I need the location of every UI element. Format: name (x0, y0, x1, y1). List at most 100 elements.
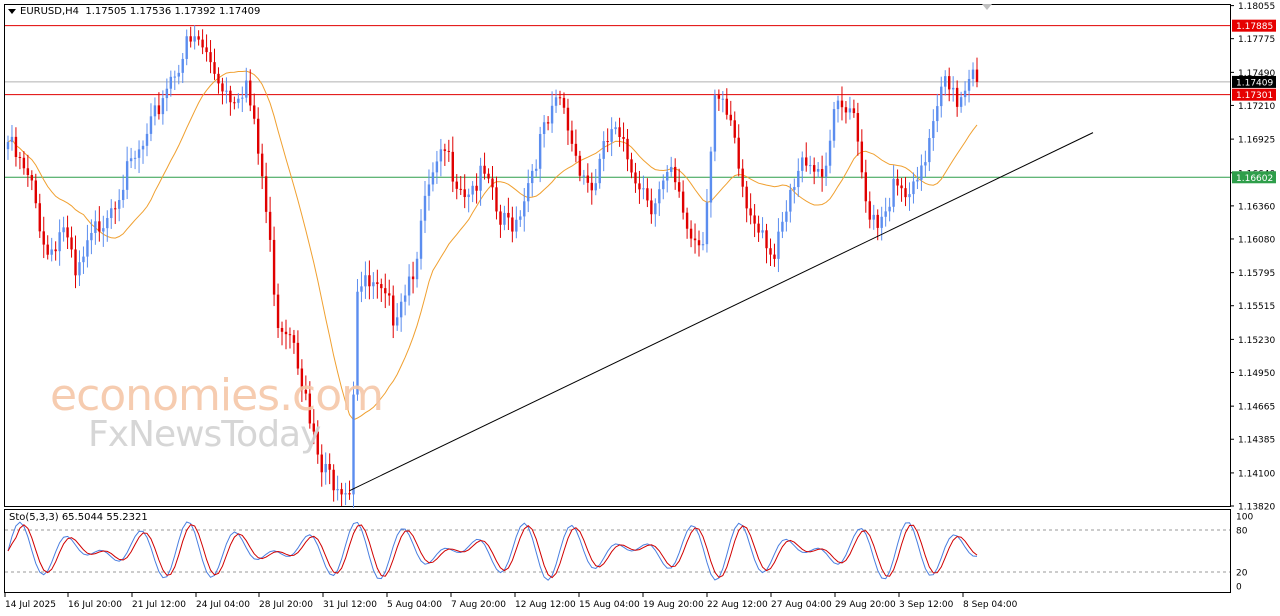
candle-body (98, 221, 101, 232)
candle-body (372, 282, 375, 287)
candle-body (769, 248, 772, 255)
candle-body (920, 165, 923, 180)
candle-body (312, 423, 315, 432)
candle-body (908, 194, 911, 198)
candle-body (713, 95, 717, 152)
candle-body (578, 155, 582, 176)
candle-body (233, 102, 236, 104)
trendline[interactable] (349, 132, 1094, 492)
candle-body (384, 288, 387, 294)
candle-body (320, 454, 323, 473)
candle-body (777, 231, 780, 259)
candle-body (689, 228, 693, 239)
candle-body (888, 206, 891, 212)
candle-body (511, 217, 514, 232)
candle-body (376, 282, 379, 285)
time-tick-label: 12 Aug 12:00 (515, 600, 576, 610)
candle-body (380, 284, 383, 289)
candle-body (610, 129, 613, 142)
candle-body (181, 58, 184, 73)
time-tick-label: 27 Aug 04:00 (771, 600, 832, 610)
candle-body (70, 237, 73, 250)
symbol-label: EURUSD,H4 (20, 6, 80, 17)
candle-body (129, 158, 133, 162)
time-axis[interactable]: 14 Jul 2025 16 Jul 20:00 21 Jul 12:00 24 Ju… (4, 593, 1018, 610)
ohlc-values: 1.17505 1.17536 1.17392 1.17409 (85, 6, 261, 17)
candle-body (618, 127, 621, 138)
candle-body (924, 162, 927, 166)
candle-body (292, 335, 296, 343)
dropdown-triangle-icon[interactable] (8, 8, 16, 14)
candle-body (121, 189, 125, 201)
candle-body (169, 76, 173, 89)
shift-marker-icon[interactable] (982, 4, 992, 10)
candle-body (558, 97, 562, 99)
candle-body (566, 107, 570, 131)
candle-body (165, 88, 169, 99)
time-tick-label: 5 Aug 04:00 (387, 600, 442, 610)
candle-body (487, 173, 490, 179)
candle-body (844, 107, 848, 113)
time-tick-label: 31 Jul 12:00 (323, 600, 377, 610)
candle-body (102, 228, 105, 232)
candle-body (399, 301, 403, 318)
price-axis[interactable]: 1.18055 1.17775 1.17490 1.17210 1.16925 1.166… (1230, 2, 1276, 513)
chart-header[interactable]: EURUSD,H4 1.17505 1.17536 1.17392 1.1740… (8, 6, 260, 17)
candle-body (62, 227, 65, 233)
candle-body (217, 73, 220, 84)
price-tick-label: 1.15795 (1238, 269, 1275, 279)
candle-body (944, 76, 947, 87)
price-tick-label: 1.14385 (1238, 436, 1275, 446)
candle-body (268, 211, 272, 240)
candle-body (58, 232, 61, 252)
price-pane-frame (4, 4, 1231, 507)
time-tick-label: 29 Aug 20:00 (835, 600, 896, 610)
price-tag-label: 1.17409 (1236, 78, 1273, 88)
price-tick-label: 1.13820 (1238, 503, 1275, 513)
time-tick-label: 14 Jul 2025 (5, 600, 56, 610)
candle-body (34, 180, 37, 204)
candle-body (785, 211, 788, 222)
horizontal-levels[interactable] (5, 25, 1230, 178)
candle-body (876, 214, 879, 228)
candle-body (499, 211, 502, 225)
stoch-pane-frame (4, 509, 1231, 593)
candle-body (650, 200, 653, 215)
ma-line (7, 70, 978, 421)
candle-body (717, 95, 721, 99)
candlesticks (6, 25, 979, 508)
price-tick-label: 1.17490 (1238, 69, 1275, 79)
candle-body (721, 98, 725, 100)
candle-body (106, 218, 109, 229)
candle-body (213, 62, 216, 74)
candle-body (189, 36, 192, 42)
candle-body (149, 116, 153, 134)
candle-body (94, 221, 97, 233)
candle-body (749, 208, 752, 216)
time-tick-label: 15 Aug 04:00 (579, 600, 640, 610)
candle-body (125, 161, 129, 190)
candle-body (693, 238, 697, 241)
candle-body (673, 166, 677, 183)
candle-body (697, 240, 701, 246)
candle-body (797, 170, 800, 188)
candle-body (582, 175, 586, 177)
candle-body (638, 183, 641, 190)
candle-body (971, 69, 975, 79)
candle-body (892, 178, 895, 207)
candle-body (296, 342, 300, 369)
candle-body (598, 158, 601, 184)
candle-body (884, 211, 887, 217)
candle-body (18, 157, 22, 159)
candle-body (658, 189, 661, 204)
candle-body (161, 98, 165, 115)
candle-body (300, 368, 304, 390)
candle-body (773, 254, 776, 259)
candle-body (975, 69, 979, 82)
candle-body (701, 244, 705, 246)
candle-body (542, 122, 546, 135)
candle-body (963, 90, 967, 98)
candle-body (288, 334, 292, 336)
price-tick-label: 1.14950 (1238, 369, 1275, 379)
